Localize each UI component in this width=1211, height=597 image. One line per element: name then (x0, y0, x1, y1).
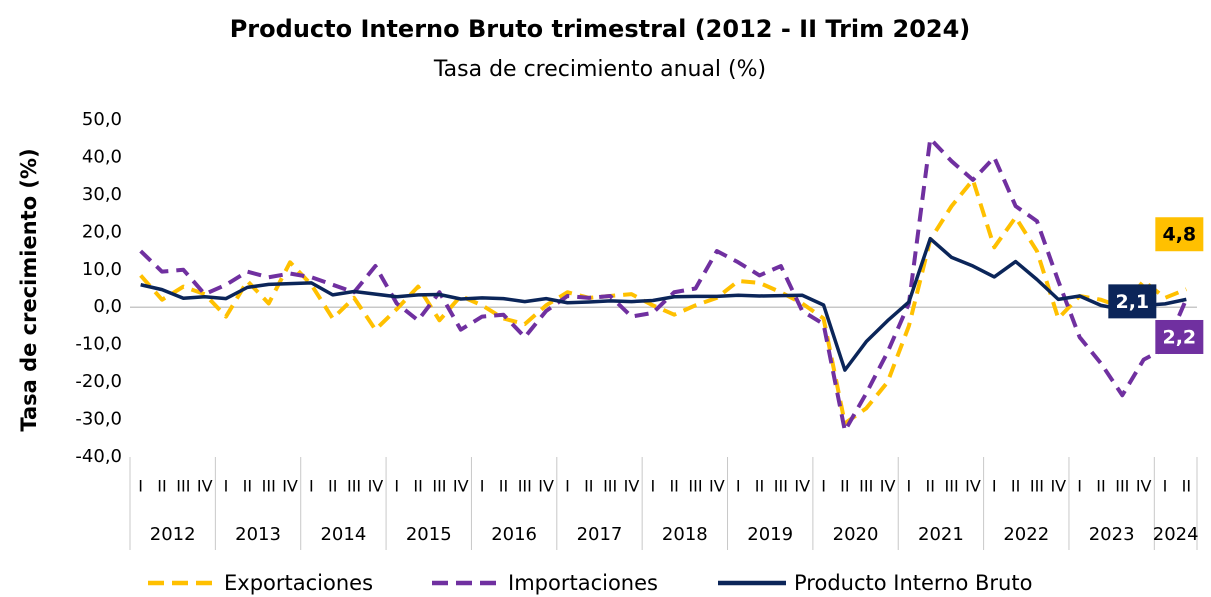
value-label-box (1155, 319, 1204, 354)
x-tick-label: II (157, 477, 166, 496)
x-tick-label: III (603, 477, 617, 496)
x-tick-label: III (347, 477, 361, 496)
y-tick-label: -10,0 (75, 334, 122, 355)
value-label-box (1108, 284, 1157, 319)
x-tick-label: III (176, 477, 190, 496)
x-tick-label: I (394, 477, 399, 496)
x-tick-label: I (224, 477, 229, 496)
x-tick-label: III (774, 477, 788, 496)
x-group-label: 2015 (406, 524, 452, 545)
x-tick-label: III (1030, 477, 1044, 496)
value-label: 2,1 (1115, 291, 1149, 313)
x-tick-label: II (926, 477, 935, 496)
value-label: 2,2 (1162, 326, 1196, 348)
x-group-label: 2013 (235, 524, 281, 545)
y-tick-label: 20,0 (82, 221, 122, 242)
x-group-label: 2012 (150, 524, 196, 545)
series-line (139, 136, 1189, 433)
x-tick-label: I (480, 477, 485, 496)
x-tick-label: III (1115, 477, 1129, 496)
x-tick-label: I (1163, 477, 1168, 496)
x-tick-label: III (945, 477, 959, 496)
x-tick-label: II (1182, 477, 1191, 496)
chart-title: Producto Interno Bruto trimestral (2012 … (230, 15, 971, 43)
x-group-label: 2020 (833, 524, 879, 545)
y-tick-label: 0,0 (93, 296, 122, 317)
x-tick-label: IV (453, 477, 469, 496)
x-tick-label: I (309, 477, 314, 496)
x-tick-label: II (669, 477, 678, 496)
x-tick-label: IV (709, 477, 725, 496)
value-label: 4,8 (1162, 224, 1196, 246)
x-group-label: 2022 (1003, 524, 1049, 545)
x-tick-label: II (413, 477, 422, 496)
x-tick-label: IV (880, 477, 896, 496)
legend-label: Producto Interno Bruto (794, 571, 1032, 595)
x-tick-label: IV (965, 477, 981, 496)
x-tick-label: I (650, 477, 655, 496)
x-tick-label: III (688, 477, 702, 496)
x-tick-label: III (432, 477, 446, 496)
x-tick-label: I (565, 477, 570, 496)
x-tick-label: III (859, 477, 873, 496)
x-group-label: 2017 (577, 524, 623, 545)
x-tick-label: I (821, 477, 826, 496)
y-tick-label: -40,0 (75, 446, 122, 467)
y-axis-label: Tasa de crecimiento (%) (17, 148, 41, 431)
x-tick-label: II (499, 477, 508, 496)
x-tick-label: III (518, 477, 532, 496)
x-tick-label: I (907, 477, 912, 496)
x-tick-label: I (138, 477, 143, 496)
x-tick-label: I (1077, 477, 1082, 496)
x-group-label: 2023 (1089, 524, 1135, 545)
y-tick-label: 10,0 (82, 259, 122, 280)
x-tick-label: II (328, 477, 337, 496)
x-tick-label: IV (538, 477, 554, 496)
x-tick-label: IV (794, 477, 810, 496)
x-group-label: 2021 (918, 524, 964, 545)
x-tick-label: II (840, 477, 849, 496)
y-tick-label: 50,0 (82, 109, 122, 130)
x-tick-label: II (243, 477, 252, 496)
x-group-label: 2019 (747, 524, 793, 545)
x-tick-label: IV (282, 477, 298, 496)
x-group-label: 2016 (491, 524, 537, 545)
y-tick-label: -20,0 (75, 371, 122, 392)
series-line (139, 177, 1188, 426)
x-group-label: 2014 (320, 524, 366, 545)
legend-label: Importaciones (508, 571, 658, 595)
x-tick-label: II (1096, 477, 1105, 496)
x-tick-label: IV (368, 477, 384, 496)
x-group-label: 2024 (1153, 524, 1199, 545)
x-tick-label: III (262, 477, 276, 496)
x-tick-label: II (584, 477, 593, 496)
legend-label: Exportaciones (224, 571, 373, 595)
x-tick-label: II (755, 477, 764, 496)
y-tick-label: 40,0 (82, 146, 122, 167)
value-label-box (1155, 217, 1204, 252)
x-tick-label: II (1011, 477, 1020, 496)
x-tick-label: I (736, 477, 741, 496)
series-line (140, 236, 1187, 372)
y-tick-label: 30,0 (82, 184, 122, 205)
x-tick-label: I (992, 477, 997, 496)
x-tick-label: IV (624, 477, 640, 496)
y-tick-label: -30,0 (75, 409, 122, 430)
x-tick-label: IV (1050, 477, 1066, 496)
x-group-label: 2018 (662, 524, 708, 545)
x-tick-label: IV (1136, 477, 1152, 496)
x-tick-label: IV (197, 477, 213, 496)
chart-subtitle: Tasa de crecimiento anual (%) (433, 57, 766, 82)
